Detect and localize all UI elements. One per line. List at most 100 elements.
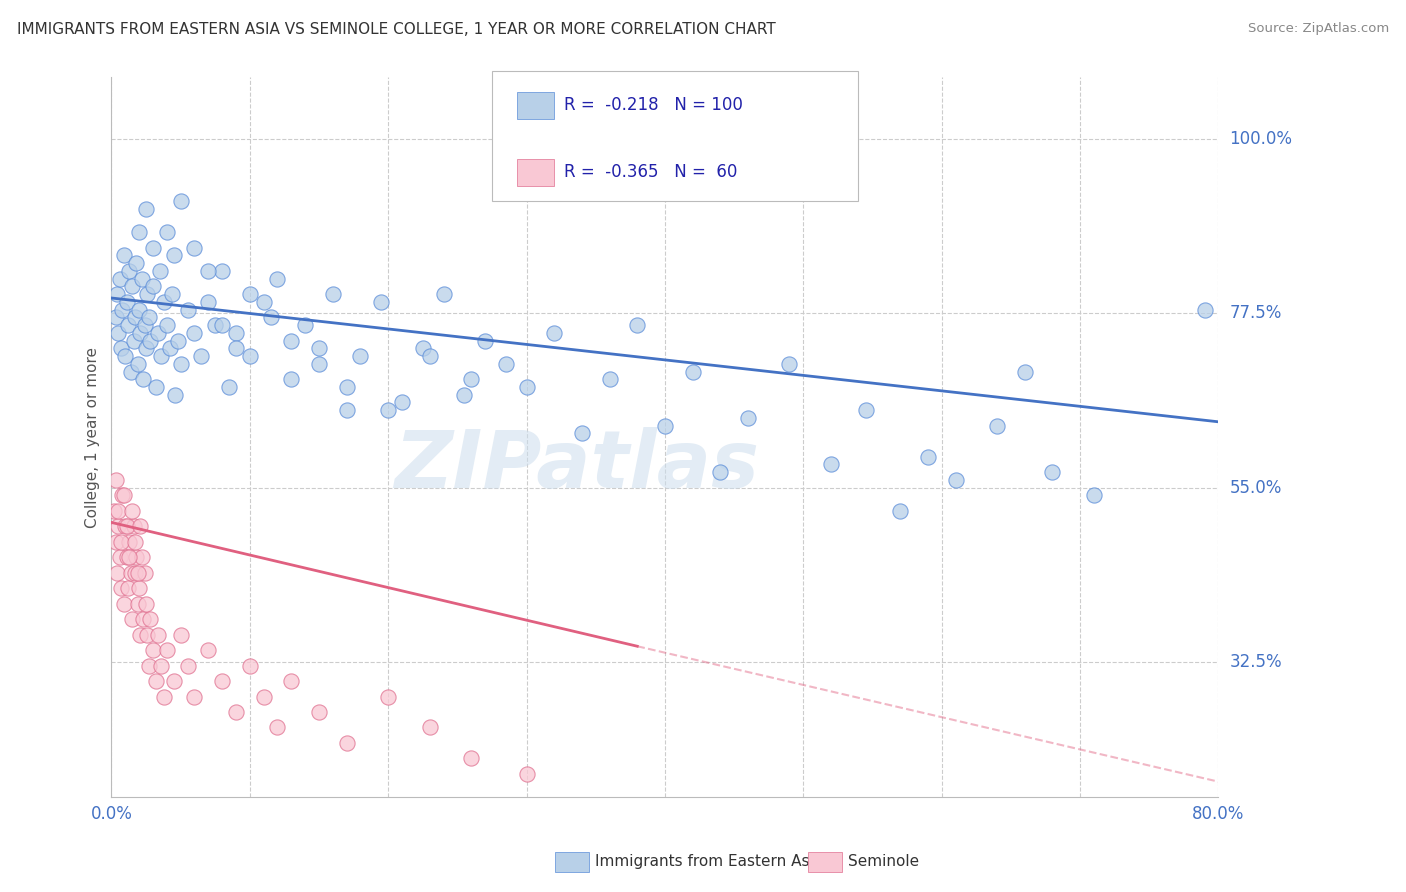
Point xyxy=(124,566,146,580)
Point xyxy=(134,318,156,332)
Point xyxy=(239,349,262,363)
Point xyxy=(108,271,131,285)
Point xyxy=(135,341,157,355)
Point xyxy=(377,690,399,704)
Point xyxy=(280,372,302,386)
Point xyxy=(112,488,135,502)
Point xyxy=(626,318,648,332)
Point xyxy=(225,705,247,719)
Point xyxy=(294,318,316,332)
Point xyxy=(121,612,143,626)
Point xyxy=(118,534,141,549)
Text: 77.5%: 77.5% xyxy=(1230,304,1282,323)
Point xyxy=(225,341,247,355)
Point xyxy=(169,194,191,209)
Point xyxy=(855,403,877,417)
Point xyxy=(377,403,399,417)
Point xyxy=(132,612,155,626)
Point xyxy=(110,341,132,355)
Point xyxy=(153,294,176,309)
Point xyxy=(105,287,128,301)
Point xyxy=(150,658,173,673)
Point xyxy=(121,504,143,518)
Point xyxy=(115,519,138,533)
Point xyxy=(111,302,134,317)
Point xyxy=(543,326,565,340)
Point xyxy=(460,751,482,765)
Point xyxy=(280,674,302,689)
Point xyxy=(138,310,160,325)
Point xyxy=(136,287,159,301)
Point xyxy=(125,256,148,270)
Point xyxy=(122,334,145,348)
Point xyxy=(107,504,129,518)
Point xyxy=(117,581,139,595)
Point xyxy=(103,504,125,518)
Point xyxy=(105,566,128,580)
Point xyxy=(204,318,226,332)
Point xyxy=(253,294,276,309)
Point xyxy=(131,271,153,285)
Point xyxy=(419,721,441,735)
Text: 55.0%: 55.0% xyxy=(1230,479,1282,497)
Text: 32.5%: 32.5% xyxy=(1230,653,1282,671)
Point xyxy=(183,690,205,704)
Point xyxy=(1194,302,1216,317)
Point xyxy=(197,264,219,278)
Point xyxy=(419,349,441,363)
Text: Immigrants from Eastern Asia: Immigrants from Eastern Asia xyxy=(595,855,823,869)
Point xyxy=(124,534,146,549)
Point xyxy=(115,550,138,565)
Point xyxy=(709,465,731,479)
Text: R =  -0.218   N = 100: R = -0.218 N = 100 xyxy=(564,96,742,114)
Point xyxy=(391,395,413,409)
Point xyxy=(165,388,187,402)
Point xyxy=(134,566,156,580)
Point xyxy=(516,767,538,781)
Point xyxy=(986,418,1008,433)
Point xyxy=(136,627,159,641)
Point xyxy=(308,357,330,371)
Point xyxy=(112,248,135,262)
Text: IMMIGRANTS FROM EASTERN ASIA VS SEMINOLE COLLEGE, 1 YEAR OR MORE CORRELATION CHA: IMMIGRANTS FROM EASTERN ASIA VS SEMINOLE… xyxy=(17,22,776,37)
Point xyxy=(197,294,219,309)
Point xyxy=(159,341,181,355)
Point xyxy=(308,705,330,719)
Point xyxy=(121,279,143,293)
Point xyxy=(111,488,134,502)
Point xyxy=(163,248,186,262)
Point xyxy=(142,643,165,657)
Point xyxy=(128,581,150,595)
Text: Source: ZipAtlas.com: Source: ZipAtlas.com xyxy=(1249,22,1389,36)
Point xyxy=(156,318,179,332)
Point xyxy=(779,357,801,371)
Point xyxy=(148,326,170,340)
Point xyxy=(945,473,967,487)
Point xyxy=(225,326,247,340)
Point xyxy=(253,690,276,704)
Point xyxy=(150,349,173,363)
Point xyxy=(148,627,170,641)
Point xyxy=(114,519,136,533)
Point xyxy=(107,519,129,533)
Point xyxy=(112,597,135,611)
Point xyxy=(122,519,145,533)
Point xyxy=(370,294,392,309)
Text: 100.0%: 100.0% xyxy=(1230,130,1292,148)
Point xyxy=(114,349,136,363)
Point xyxy=(118,264,141,278)
Point xyxy=(135,597,157,611)
Point xyxy=(127,357,149,371)
Point xyxy=(322,287,344,301)
Point xyxy=(1042,465,1064,479)
Point xyxy=(127,566,149,580)
Point xyxy=(131,550,153,565)
Point xyxy=(104,473,127,487)
Point xyxy=(889,504,911,518)
Point xyxy=(129,326,152,340)
Point xyxy=(336,403,359,417)
Point xyxy=(127,597,149,611)
Point xyxy=(516,380,538,394)
Point xyxy=(108,550,131,565)
Point xyxy=(820,458,842,472)
